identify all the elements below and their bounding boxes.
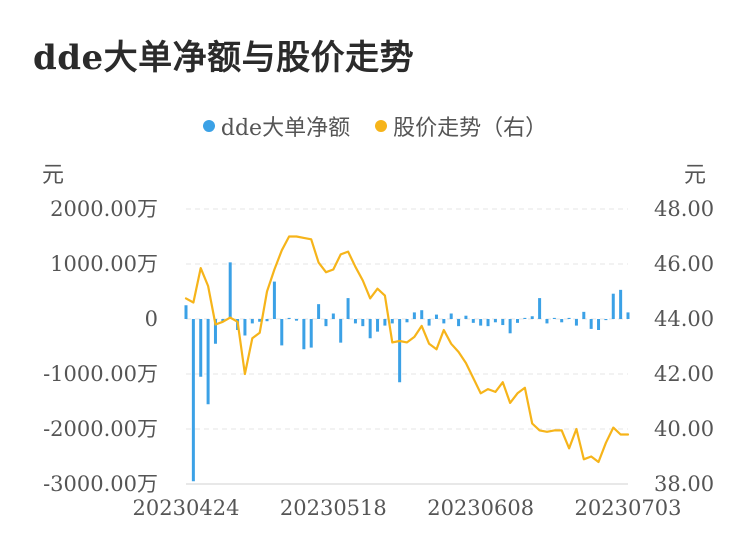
left-axis-tick-label: 0 xyxy=(145,307,158,331)
bar xyxy=(516,319,519,323)
bar xyxy=(346,298,350,319)
bar xyxy=(243,319,247,336)
x-axis-tick-label: 20230608 xyxy=(427,496,534,520)
bar xyxy=(265,319,269,322)
bar xyxy=(376,319,380,332)
right-axis-tick-label: 42.00 xyxy=(654,362,714,386)
legend-item-price[interactable]: 股价走势（右） xyxy=(375,110,547,142)
x-axis-tick-label: 20230703 xyxy=(575,496,682,520)
bar xyxy=(530,316,534,319)
bar xyxy=(457,319,461,327)
bar xyxy=(339,319,343,343)
bar xyxy=(560,319,564,323)
bar xyxy=(619,289,623,319)
bar xyxy=(228,262,232,319)
bar xyxy=(538,298,542,319)
bar xyxy=(449,313,453,319)
bar xyxy=(597,319,601,330)
bar xyxy=(574,319,578,326)
legend-dot-price xyxy=(375,120,388,132)
bar xyxy=(582,311,586,319)
left-axis-tick-label: -3000.00万 xyxy=(43,472,158,496)
bar xyxy=(501,319,505,326)
bar xyxy=(442,319,446,324)
bar xyxy=(302,319,306,350)
bar xyxy=(398,319,402,383)
bar xyxy=(412,312,416,319)
x-axis-tick-label: 20230518 xyxy=(280,496,387,520)
left-axis-tick-label: -2000.00万 xyxy=(43,417,158,441)
bar xyxy=(272,281,276,319)
bar xyxy=(250,319,254,324)
bar xyxy=(309,319,313,348)
left-axis-tick-label: -1000.00万 xyxy=(43,362,158,386)
bar xyxy=(545,319,549,324)
right-axis-tick-label: 46.00 xyxy=(654,252,714,276)
bar xyxy=(317,304,321,319)
bar xyxy=(464,315,468,319)
bar xyxy=(280,319,284,346)
bar xyxy=(471,319,475,323)
bar xyxy=(479,319,483,326)
bar xyxy=(611,293,615,319)
bar xyxy=(405,319,409,323)
bar xyxy=(420,310,424,319)
bar xyxy=(567,317,571,319)
chart-title: dde大单净额与股价走势 xyxy=(33,38,415,78)
left-axis-tick-label: 1000.00万 xyxy=(50,252,158,276)
bar xyxy=(331,313,335,319)
bar xyxy=(353,319,357,324)
price-line xyxy=(184,235,630,464)
bar xyxy=(199,319,203,377)
bar xyxy=(604,319,608,321)
right-axis-tick-label: 44.00 xyxy=(654,307,714,331)
bar xyxy=(486,319,490,327)
bar xyxy=(383,319,387,326)
bar xyxy=(361,319,365,327)
bar xyxy=(390,319,394,324)
bar xyxy=(258,319,262,322)
bar xyxy=(589,319,593,329)
bar xyxy=(191,319,195,482)
right-axis-tick-label: 48.00 xyxy=(654,197,714,221)
left-axis-unit: 元 xyxy=(42,163,65,188)
right-axis-tick-label: 38.00 xyxy=(654,472,714,496)
bar xyxy=(523,317,527,319)
x-axis-tick-label: 20230424 xyxy=(133,496,240,520)
bar xyxy=(493,319,497,323)
bar xyxy=(213,319,217,344)
legend-label-dde: dde大单净额 xyxy=(220,116,351,141)
bar xyxy=(287,317,291,319)
bar xyxy=(184,305,188,319)
legend-dot-dde xyxy=(202,120,215,132)
bar xyxy=(508,319,512,334)
bar xyxy=(295,319,298,321)
right-axis-tick-label: 40.00 xyxy=(654,417,714,441)
bar xyxy=(552,317,556,319)
bar xyxy=(324,319,328,327)
right-axis-unit: 元 xyxy=(684,163,707,188)
bar xyxy=(206,319,210,405)
bar xyxy=(626,312,630,319)
bar xyxy=(427,319,431,326)
bar xyxy=(221,319,225,322)
left-axis-tick-label: 2000.00万 xyxy=(50,197,158,221)
legend-label-price: 股价走势（右） xyxy=(393,116,548,141)
chart-legend: dde大单净额 股价走势（右） xyxy=(0,110,750,142)
bar xyxy=(434,314,438,319)
legend-item-dde[interactable]: dde大单净额 xyxy=(202,110,351,142)
bar xyxy=(368,319,372,339)
